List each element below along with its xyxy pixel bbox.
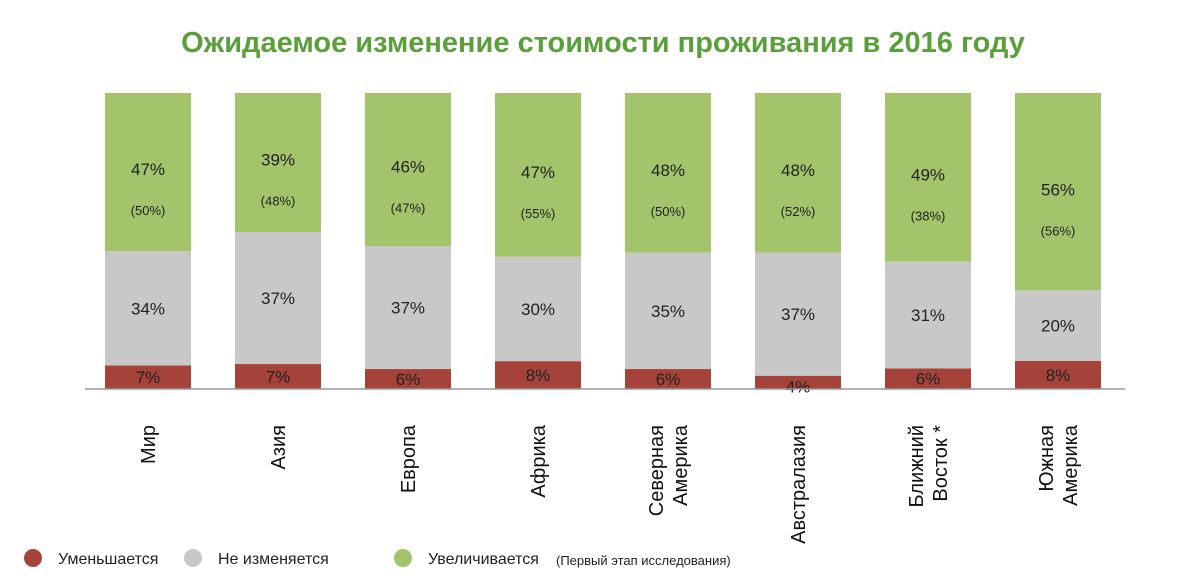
data-label: 6% (916, 370, 941, 389)
bar-segment (625, 93, 711, 253)
data-label: 47% (521, 163, 555, 182)
bar-segment (885, 368, 971, 389)
category-label: Южная (1036, 425, 1058, 492)
data-label: 7% (136, 368, 161, 387)
bar-segment (1015, 360, 1101, 389)
bar-segment (365, 245, 451, 370)
category-label: Америка (670, 424, 692, 506)
bar-segment (365, 369, 451, 389)
category-label: Европа (398, 424, 420, 493)
legend-label: Уменьшается (58, 551, 158, 568)
data-label: 35% (651, 302, 685, 321)
first-stage-label: (48%) (261, 193, 296, 208)
category-label: Восток * (930, 425, 952, 502)
legend-label: Не изменяется (218, 551, 329, 568)
data-label: 7% (266, 368, 291, 387)
bar-segment (755, 93, 841, 253)
first-stage-label: (50%) (131, 203, 166, 218)
legend-label: Увеличивается (428, 551, 539, 568)
category-label: Азия (268, 425, 290, 470)
bar-segment (235, 93, 321, 233)
first-stage-label: (47%) (391, 201, 426, 216)
bar-segment (105, 93, 191, 252)
legend: Уменьшается Не изменяется Увеличивается (Пе… (24, 549, 731, 568)
data-label: 34% (131, 299, 165, 318)
data-label: 39% (261, 150, 295, 169)
data-label: 37% (391, 299, 425, 318)
legend-marker (184, 549, 202, 567)
data-label: 6% (396, 370, 421, 389)
bar-segment (365, 93, 451, 246)
data-label: 20% (1041, 317, 1075, 336)
first-stage-label: (50%) (651, 204, 686, 219)
data-label: 56% (1041, 181, 1075, 200)
first-stage-label: (38%) (911, 209, 946, 224)
bar-segment (625, 252, 711, 370)
bar-segment (1015, 290, 1101, 361)
data-label: 37% (261, 289, 295, 308)
data-label: 8% (1046, 366, 1071, 385)
category-labels: Мир Азия Европа Африка Северная Америка Австра… (138, 424, 1082, 544)
category-label: Америка (1060, 424, 1082, 506)
bar-segment (235, 232, 321, 365)
data-label: 4% (786, 377, 811, 396)
data-label: 47% (131, 160, 165, 179)
bar-segment (755, 375, 841, 389)
first-stage-label: (55%) (521, 206, 556, 221)
first-stage-label: (56%) (1041, 224, 1076, 239)
bar-segment (625, 369, 711, 389)
data-label: 48% (781, 161, 815, 180)
category-label: Северная (646, 425, 668, 516)
category-label: Мир (138, 425, 160, 464)
chart-title: Ожидаемое изменение стоимости проживания… (181, 27, 1025, 59)
data-label: 49% (911, 166, 945, 185)
bar-segment (885, 93, 971, 262)
bar-segment (885, 261, 971, 369)
bar-segment (495, 256, 581, 362)
data-label: 31% (911, 306, 945, 325)
data-label: 30% (521, 300, 555, 319)
data-label: 37% (781, 305, 815, 324)
bar-segment (1015, 93, 1101, 291)
bar-segment (495, 361, 581, 389)
bar-segment (235, 364, 321, 389)
bar-segment (495, 93, 581, 257)
bar-segment (755, 252, 841, 376)
bar-segment (105, 365, 191, 389)
legend-note: (Первый этап исследования) (556, 553, 731, 568)
data-label: 6% (656, 370, 681, 389)
bar-segment (105, 251, 191, 366)
data-label: 46% (391, 158, 425, 177)
legend-marker (394, 549, 412, 567)
category-label: Африка (528, 424, 550, 498)
data-label: 48% (651, 161, 685, 180)
data-label: 8% (526, 366, 551, 385)
bars: 7% 34% 47% (50%) 7% 37% 39% (48%) 6% 37% 46% (47%) 8… (105, 93, 1101, 396)
legend-marker (24, 549, 42, 567)
category-label: Ближний (906, 425, 928, 508)
first-stage-label: (52%) (781, 204, 816, 219)
category-label: Австралазия (788, 425, 810, 544)
